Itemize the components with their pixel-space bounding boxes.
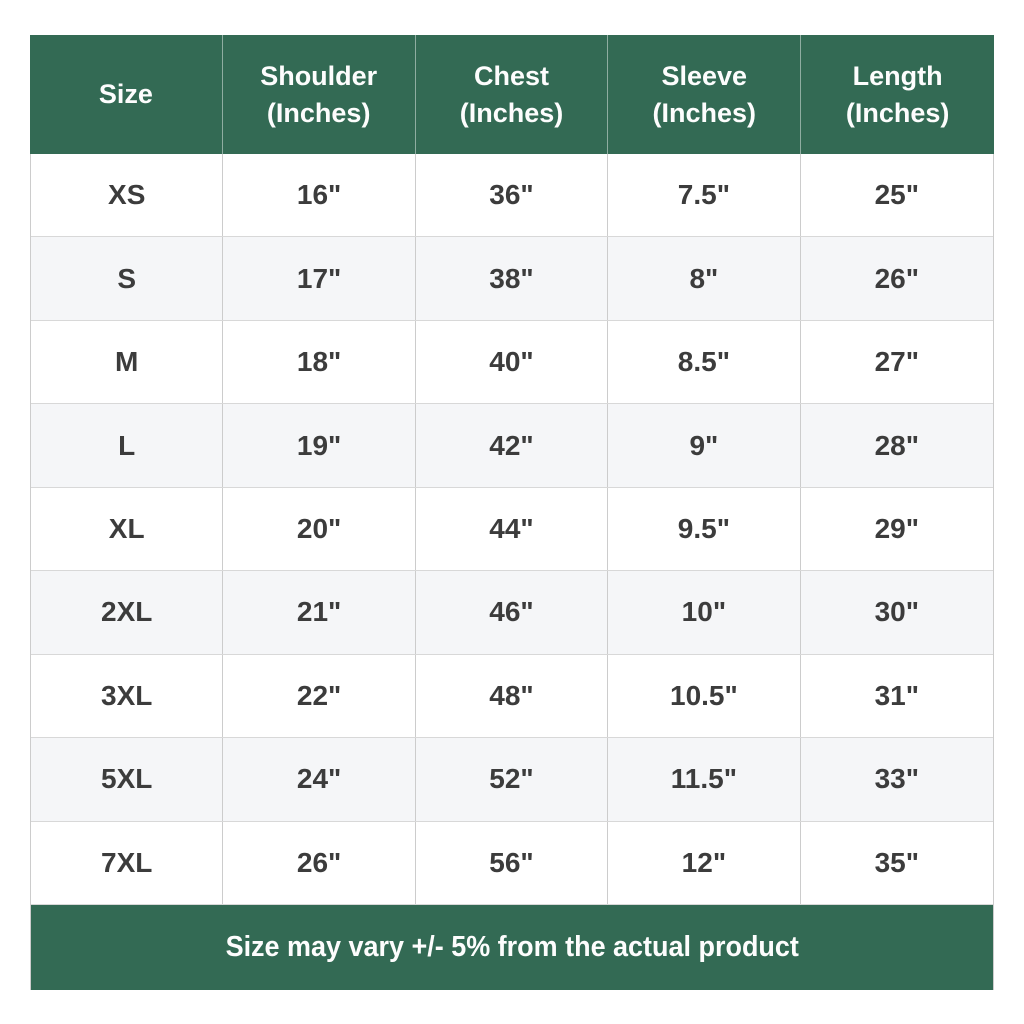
header-sub-label: (Inches) (266, 97, 371, 128)
table-row-m: M 18" 40" 8.5" 27" (31, 320, 993, 405)
header-sub-label: (Inches) (845, 97, 950, 128)
table-cell: 3XL (31, 654, 224, 738)
table-cell: 9.5" (608, 487, 801, 571)
header-sub-label: (Inches) (459, 97, 564, 128)
table-cell: 40" (416, 320, 609, 404)
size-chart-table: Size Shoulder (Inches) Chest (Inches) Sl… (30, 35, 994, 990)
table-cell: 46" (416, 571, 609, 654)
table-cell: 8.5" (608, 320, 801, 404)
table-cell: 12" (608, 821, 801, 904)
table-cell: XL (31, 487, 224, 571)
table-cell: 24" (223, 738, 416, 821)
table-cell: 9" (608, 404, 801, 487)
table-row-2xl: 2XL 21" 46" 10" 30" (31, 571, 993, 655)
table-cell: 27" (874, 346, 919, 378)
header-sub-label: (Inches) (652, 97, 757, 128)
table-cell: 35" (874, 846, 919, 878)
table-cell: XS (31, 154, 224, 237)
table-row-7xl: 7XL 26" 56" 12" 35" (31, 821, 993, 905)
table-body: XS 16" 36" 7.5" 25" S 17" 38" 8" 26" M 1… (30, 154, 994, 905)
table-cell: 22" (223, 654, 416, 738)
table-cell: L (31, 404, 224, 487)
table-row-3xl: 3XL 22" 48" 10.5" 31" (31, 654, 993, 739)
table-cell: 31" (874, 679, 919, 711)
header-cell-length: Length (Inches) (801, 35, 994, 154)
table-cell: 30" (874, 596, 919, 628)
table-cell: 38" (416, 237, 609, 320)
table-cell: 18" (223, 320, 416, 404)
table-cell: 25" (874, 179, 919, 211)
table-cell: 2XL (31, 571, 224, 654)
header-cell-sleeve: Sleeve (Inches) (608, 35, 802, 154)
table-cell: 48" (416, 654, 609, 738)
table-cell: M (31, 320, 224, 404)
table-cell: 56" (416, 821, 609, 904)
table-header-row: Size Shoulder (Inches) Chest (Inches) Sl… (30, 35, 994, 154)
header-cell-size: Size (30, 35, 223, 154)
table-row-xs: XS 16" 36" 7.5" 25" (31, 154, 993, 238)
table-cell: 28" (874, 429, 919, 461)
table-row-l: L 19" 42" 9" 28" (31, 404, 993, 488)
table-cell: 21" (223, 571, 416, 654)
table-cell: 42" (416, 404, 609, 487)
header-cell-shoulder: Shoulder (Inches) (223, 35, 416, 154)
table-footer-note-bar: Size may vary +/- 5% from the actual pro… (30, 905, 994, 990)
table-cell: 11.5" (608, 738, 801, 821)
table-cell: 16" (223, 154, 416, 237)
table-cell: 7.5" (608, 154, 801, 237)
table-cell: 19" (223, 404, 416, 487)
table-cell: 52" (416, 738, 609, 821)
table-cell: 44" (416, 487, 609, 571)
header-cell-chest: Chest (Inches) (416, 35, 609, 154)
table-cell: 36" (416, 154, 609, 237)
header-label: Chest (473, 60, 549, 91)
table-cell: 26" (223, 821, 416, 904)
header-label: Sleeve (661, 60, 748, 91)
table-row-xl: XL 20" 44" 9.5" 29" (31, 487, 993, 572)
table-cell: 8" (608, 237, 801, 320)
footer-note-text: Size may vary +/- 5% from the actual pro… (225, 931, 799, 963)
table-cell: 17" (223, 237, 416, 320)
header-label: Length (852, 60, 943, 91)
table-cell: 33" (874, 763, 919, 795)
table-cell: 26" (874, 262, 919, 294)
header-label: Shoulder (260, 60, 378, 91)
table-cell: 10" (608, 571, 801, 654)
table-cell: 7XL (31, 821, 224, 904)
header-label: Size (98, 79, 153, 109)
table-cell: 5XL (31, 738, 224, 821)
table-cell: 20" (223, 487, 416, 571)
table-cell: 10.5" (608, 654, 801, 738)
table-cell: 29" (874, 512, 919, 544)
table-row-5xl: 5XL 24" 52" 11.5" 33" (31, 738, 993, 822)
table-row-s: S 17" 38" 8" 26" (31, 237, 993, 321)
table-cell: S (31, 237, 224, 320)
